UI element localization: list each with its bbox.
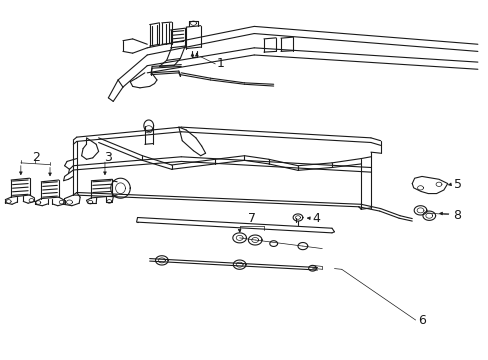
Text: 4: 4	[312, 212, 320, 225]
Text: 8: 8	[453, 208, 461, 221]
Text: 7: 7	[247, 212, 255, 225]
Text: 3: 3	[104, 151, 112, 164]
Text: 1: 1	[216, 57, 224, 71]
Text: 5: 5	[453, 178, 461, 191]
Text: 2: 2	[32, 151, 40, 164]
Text: 6: 6	[418, 314, 426, 327]
